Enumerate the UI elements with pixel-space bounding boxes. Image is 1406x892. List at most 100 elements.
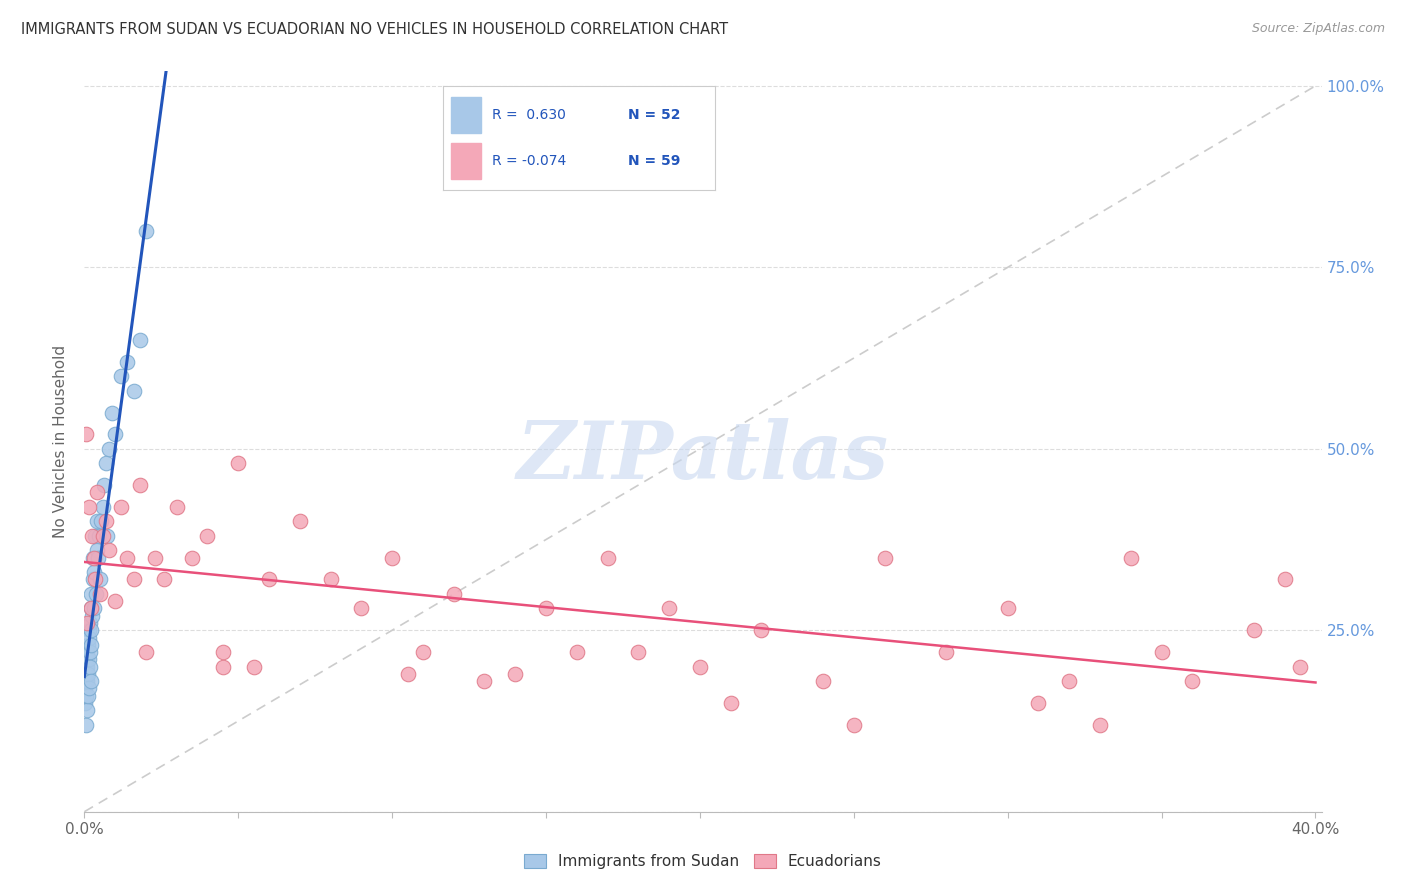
- Point: [89, 587, 111, 601]
- Point: [83, 565, 105, 579]
- Point: [627, 645, 650, 659]
- Point: [443, 587, 465, 601]
- Point: [1150, 645, 1173, 659]
- Point: [110, 500, 132, 514]
- Point: [1057, 674, 1080, 689]
- Point: [89, 529, 111, 543]
- Point: [80, 608, 103, 623]
- Point: [565, 645, 588, 659]
- Point: [122, 573, 145, 587]
- Point: [76, 645, 98, 659]
- Point: [76, 659, 98, 673]
- Point: [80, 529, 103, 543]
- Point: [104, 594, 127, 608]
- Point: [79, 631, 101, 645]
- Point: [75, 681, 97, 696]
- Point: [104, 427, 127, 442]
- Point: [86, 543, 108, 558]
- Point: [82, 550, 104, 565]
- Point: [77, 624, 100, 638]
- Point: [101, 405, 124, 419]
- Point: [76, 652, 98, 666]
- Point: [80, 624, 103, 638]
- Point: [153, 573, 176, 587]
- Point: [658, 601, 681, 615]
- Point: [91, 529, 114, 543]
- Point: [75, 659, 97, 673]
- Point: [94, 515, 117, 529]
- Point: [98, 543, 121, 558]
- Y-axis label: No Vehicles in Household: No Vehicles in Household: [53, 345, 69, 538]
- Point: [84, 587, 107, 601]
- Point: [935, 645, 957, 659]
- Point: [117, 550, 139, 565]
- Point: [842, 717, 865, 731]
- Point: [80, 601, 103, 615]
- Point: [534, 601, 557, 615]
- Point: [75, 666, 97, 681]
- Point: [1274, 573, 1296, 587]
- Point: [197, 529, 219, 543]
- Point: [79, 638, 101, 652]
- Point: [77, 652, 100, 666]
- Text: ZIPatlas: ZIPatlas: [517, 417, 889, 495]
- Point: [257, 573, 280, 587]
- Point: [381, 550, 404, 565]
- Point: [122, 384, 145, 398]
- Point: [751, 624, 773, 638]
- Point: [873, 550, 896, 565]
- Point: [79, 615, 101, 630]
- Point: [811, 674, 834, 689]
- Point: [1088, 717, 1111, 731]
- Point: [1181, 674, 1204, 689]
- Point: [412, 645, 434, 659]
- Point: [1243, 624, 1265, 638]
- Point: [86, 515, 108, 529]
- Point: [128, 333, 150, 347]
- Point: [93, 478, 115, 492]
- Legend: Immigrants from Sudan, Ecuadorians: Immigrants from Sudan, Ecuadorians: [519, 847, 887, 875]
- Point: [242, 659, 264, 673]
- Point: [396, 666, 419, 681]
- Point: [79, 645, 101, 659]
- Point: [75, 674, 97, 689]
- Point: [1028, 696, 1050, 710]
- Point: [596, 550, 619, 565]
- Point: [135, 224, 157, 238]
- Point: [166, 500, 188, 514]
- Point: [73, 696, 96, 710]
- Point: [288, 515, 311, 529]
- Point: [350, 601, 373, 615]
- Point: [79, 674, 101, 689]
- Point: [503, 666, 526, 681]
- Point: [75, 689, 97, 703]
- Point: [87, 550, 110, 565]
- Point: [997, 601, 1019, 615]
- Point: [1289, 659, 1312, 673]
- Point: [77, 666, 100, 681]
- Text: IMMIGRANTS FROM SUDAN VS ECUADORIAN NO VEHICLES IN HOUSEHOLD CORRELATION CHART: IMMIGRANTS FROM SUDAN VS ECUADORIAN NO V…: [21, 22, 728, 37]
- Point: [77, 638, 100, 652]
- Point: [75, 427, 97, 442]
- Point: [720, 696, 742, 710]
- Point: [76, 689, 98, 703]
- Point: [80, 587, 103, 601]
- Point: [98, 442, 121, 456]
- Point: [319, 573, 342, 587]
- Point: [75, 717, 97, 731]
- Point: [79, 601, 101, 615]
- Point: [96, 529, 118, 543]
- Point: [82, 573, 104, 587]
- Point: [212, 659, 235, 673]
- Point: [84, 573, 107, 587]
- Point: [1119, 550, 1142, 565]
- Point: [117, 354, 139, 368]
- Point: [110, 369, 132, 384]
- Point: [84, 529, 107, 543]
- Point: [77, 681, 100, 696]
- Point: [89, 573, 111, 587]
- Point: [83, 550, 105, 565]
- Point: [90, 515, 112, 529]
- Point: [79, 659, 101, 673]
- Point: [212, 645, 235, 659]
